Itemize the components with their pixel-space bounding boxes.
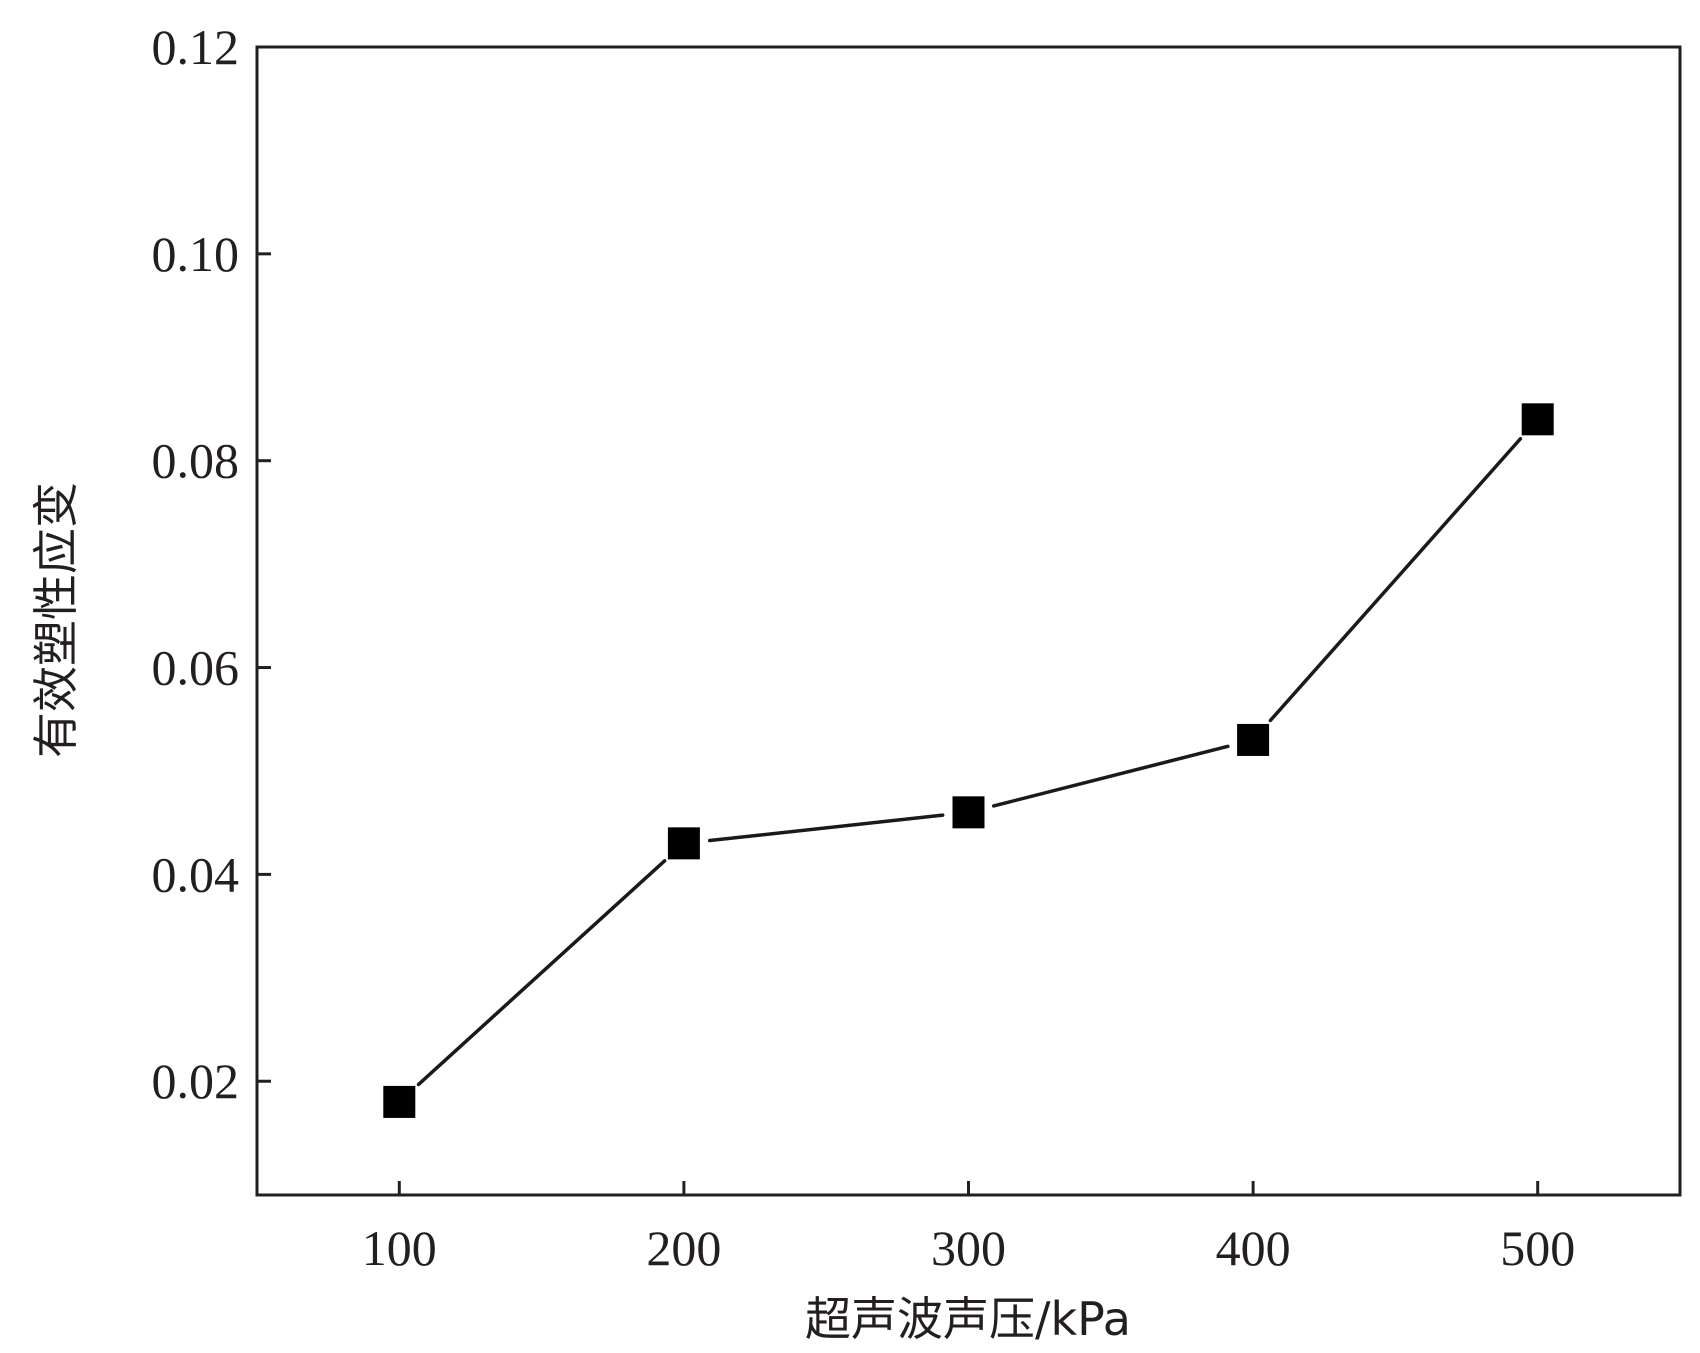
series-line-segment [707,813,945,843]
x-axis-title: 超声波声压/kPa [805,1292,1131,1346]
x-tick-label: 200 [646,1220,721,1276]
x-tick-label: 300 [931,1220,1006,1276]
data-point-marker [1237,723,1270,756]
y-axis-title: 有效塑性应变 [29,482,83,758]
series-line-segment [416,859,667,1087]
y-axis-ticks: 0.02 0.04 0.06 0.08 0.10 0.12 [152,19,271,1109]
data-point-marker [1521,403,1554,436]
x-tick-label: 400 [1216,1220,1291,1276]
data-point-marker [952,796,985,829]
y-tick-label: 0.06 [152,640,240,696]
y-tick-label: 0.02 [152,1053,240,1109]
x-axis-ticks: 100 200 300 400 500 [362,1181,1575,1276]
y-tick-label: 0.04 [152,846,240,902]
y-tick-label: 0.10 [152,226,240,282]
x-tick-label: 500 [1500,1220,1575,1276]
series-group [383,403,1554,1118]
data-point-marker [667,827,700,860]
series-line-segment [1268,437,1523,723]
data-point-marker [383,1085,416,1118]
y-tick-label: 0.08 [152,433,240,489]
x-tick-label: 100 [362,1220,437,1276]
y-tick-label: 0.12 [152,19,240,75]
series-line-segment [991,744,1230,808]
